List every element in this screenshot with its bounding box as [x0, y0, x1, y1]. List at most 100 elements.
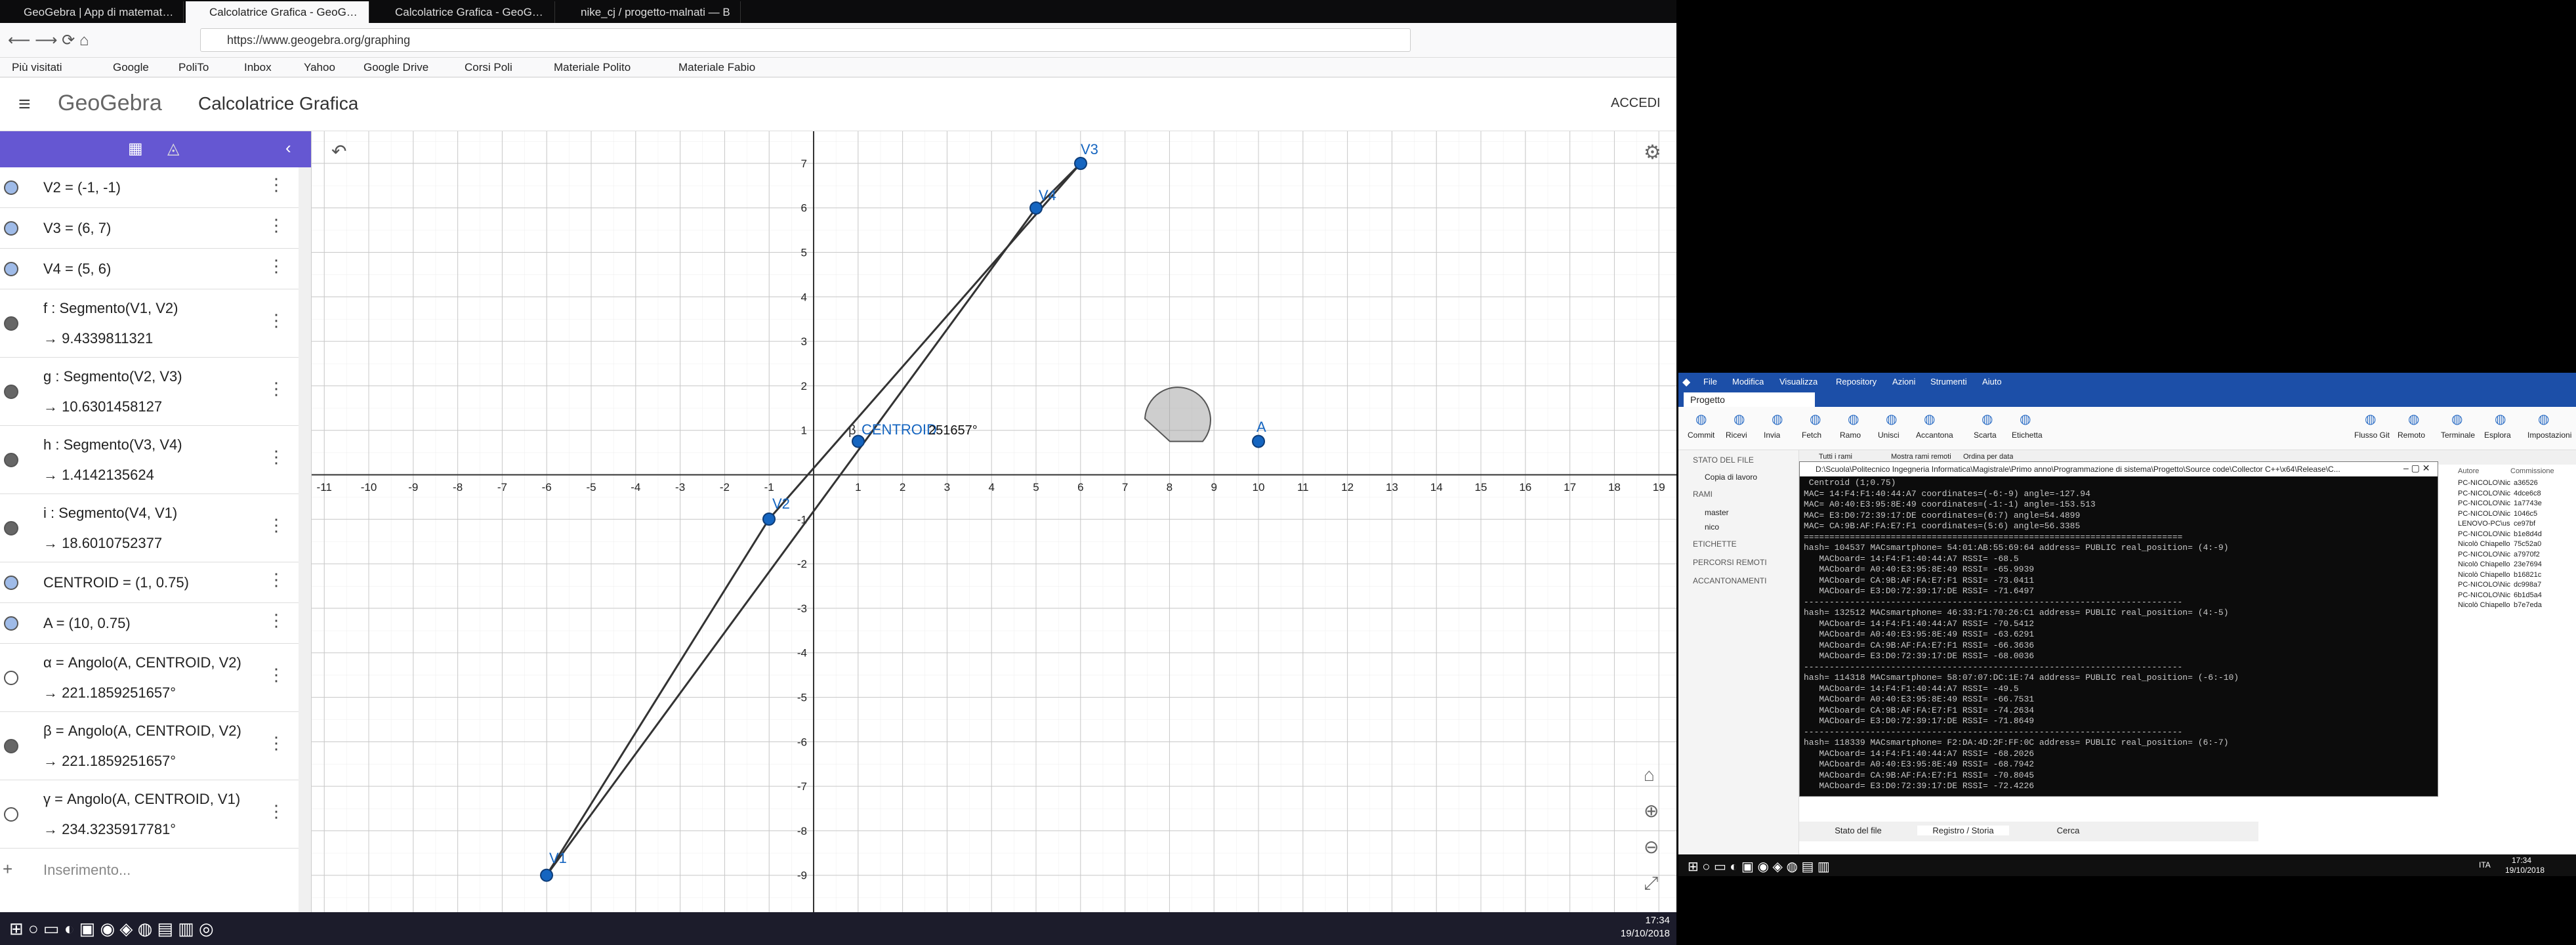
toolbar-icon[interactable]: ◍ [1982, 412, 1993, 427]
algebra-tab[interactable]: ▦ [128, 140, 143, 158]
url-field[interactable]: https://www.geogebra.org/graphing [200, 28, 1411, 52]
toolbar-icon[interactable]: ◍ [1772, 412, 1783, 427]
toolbar-icon[interactable]: ◍ [2408, 412, 2420, 427]
bookmark[interactable]: Inbox [244, 61, 272, 74]
nav-buttons[interactable]: ⟵ ⟶ ⟳ ⌂ [8, 32, 89, 49]
toolbar-button[interactable]: Terminale [2441, 430, 2476, 440]
toolbar-icon[interactable]: ◍ [1810, 412, 1821, 427]
zoom-in[interactable]: ⊕ [1644, 801, 1659, 821]
toolbar-button[interactable]: Invia [1764, 430, 1781, 440]
bullet[interactable] [4, 576, 18, 590]
point[interactable] [1252, 434, 1265, 448]
menu[interactable]: ⋮ [268, 215, 285, 235]
bullet[interactable] [4, 453, 18, 467]
toolbar-icon[interactable]: ◍ [1924, 412, 1936, 427]
sidebar-item[interactable]: ACCANTONAMENTI [1693, 576, 1767, 585]
commit[interactable]: 75c52a0 [2514, 540, 2542, 548]
bullet[interactable] [4, 316, 18, 331]
login-button[interactable]: ACCEDI [1611, 96, 1661, 110]
menu-item[interactable]: Modifica [1732, 377, 1764, 387]
sidebar-item[interactable]: PERCORSI REMOTI [1693, 558, 1767, 567]
start-button[interactable]: ⊞ ○ ▭ ◐ ▣ ◉ ◈ ◍ ▤ ▥ ◎ [9, 919, 214, 938]
commit[interactable]: a7970f2 [2514, 550, 2540, 558]
toolbar-button[interactable]: Unisci [1878, 430, 1900, 440]
bullet[interactable] [4, 616, 18, 631]
toolbar-icon[interactable]: ◍ [1734, 412, 1745, 427]
algebra-item[interactable]: V3 = (6, 7) ⋮ [0, 208, 299, 249]
bookmark[interactable]: Google Drive [364, 61, 429, 74]
filter[interactable]: Tutti i rami [1819, 453, 1852, 461]
fullscreen[interactable]: ⤢ [1644, 873, 1658, 893]
point[interactable] [540, 868, 553, 882]
toolbar-icon[interactable]: ◍ [2365, 412, 2377, 427]
algebra-item[interactable]: g : Segmento(V2, V3) → 10.6301458127 ⋮ [0, 358, 299, 426]
sidebar-item[interactable]: ETICHETTE [1693, 539, 1737, 549]
bookmark[interactable]: Corsi Poli [465, 61, 512, 74]
toolbar-button[interactable]: Accantona [1916, 430, 1953, 440]
toolbar-button[interactable]: Commit [1688, 430, 1715, 440]
menu[interactable]: ⋮ [268, 801, 285, 821]
window-controls[interactable]: – ▢ ✕ [2403, 463, 2430, 473]
algebra-item[interactable]: V4 = (5, 6) ⋮ [0, 249, 299, 289]
bullet[interactable] [4, 521, 18, 536]
toolbar-icon[interactable]: ◍ [2538, 412, 2550, 427]
menu-item[interactable]: Repository [1836, 377, 1877, 387]
browser-tab[interactable]: Calcolatrice Grafica - GeoGebr [186, 1, 369, 23]
menu-item[interactable]: Visualizza [1779, 377, 1818, 387]
menu[interactable]: ⋮ [268, 733, 285, 753]
bottom-tab[interactable]: Stato del file [1835, 826, 1882, 835]
tools-tab[interactable]: ◬ [167, 140, 180, 158]
sidebar-item[interactable]: RAMI [1693, 490, 1713, 499]
toolbar-button[interactable]: Fetch [1802, 430, 1822, 440]
bookmark[interactable]: PoliTo [178, 61, 209, 74]
algebra-item[interactable]: γ = Angolo(A, CENTROID, V1) → 234.3235917… [0, 780, 299, 849]
sidebar-item[interactable]: Copia di lavoro [1705, 472, 1758, 482]
bookmark[interactable]: Materiale Polito [554, 61, 631, 74]
menu-item[interactable]: Azioni [1892, 377, 1916, 387]
menu[interactable]: ⋮ [268, 515, 285, 535]
menu[interactable]: ⋮ [268, 570, 285, 589]
menu-item[interactable]: Strumenti [1930, 377, 1967, 387]
toolbar-button[interactable]: Remoto [2398, 430, 2426, 440]
zoom-out[interactable]: ⊖ [1644, 837, 1659, 857]
undo[interactable]: ↶ [331, 141, 346, 161]
algebra-item[interactable]: α = Angolo(A, CENTROID, V2) → 221.1859251… [0, 644, 299, 712]
sidebar-item[interactable]: STATO DEL FILE [1693, 455, 1754, 465]
toolbar-icon[interactable]: ◍ [1886, 412, 1898, 427]
scrollbar[interactable] [299, 167, 311, 912]
repo-tab[interactable]: Progetto [1684, 392, 1815, 407]
menu[interactable]: ⋮ [268, 379, 285, 398]
commit[interactable]: 23e7694 [2514, 560, 2542, 568]
filter[interactable]: Mostra rami remoti [1891, 453, 1951, 461]
commit[interactable]: ce97bf [2514, 520, 2536, 528]
bullet[interactable] [4, 739, 18, 753]
commit[interactable]: 1a7743e [2514, 499, 2542, 507]
point[interactable] [1029, 201, 1043, 215]
menu[interactable]: ⋮ [268, 610, 285, 630]
commit[interactable]: b1e8d4d [2514, 530, 2542, 538]
settings[interactable]: ⚙ [1644, 142, 1661, 163]
algebra-item[interactable]: i : Segmento(V4, V1) → 18.6010752377 ⋮ [0, 494, 299, 562]
algebra-item[interactable]: f : Segmento(V1, V2) → 9.4339811321 ⋮ [0, 289, 299, 358]
browser-tab[interactable]: nike_cj / progetto-malnati — B [557, 1, 741, 23]
filter[interactable]: Ordina per data [1963, 453, 2014, 461]
commit[interactable]: 6b1d5a4 [2514, 591, 2542, 599]
commit[interactable]: b7e7eda [2514, 601, 2542, 609]
point[interactable] [1074, 157, 1087, 170]
toolbar-icon[interactable]: ◍ [2020, 412, 2031, 427]
toolbar-button[interactable]: Ramo [1840, 430, 1861, 440]
bullet[interactable] [4, 671, 18, 685]
browser-tab[interactable]: GeoGebra | App di matematica [0, 1, 184, 23]
point[interactable] [852, 434, 865, 448]
algebra-item[interactable]: V2 = (-1, -1) ⋮ [0, 167, 299, 208]
menu-icon[interactable]: ≡ [18, 92, 31, 116]
bullet[interactable] [4, 221, 18, 236]
taskbar-icons[interactable]: ⊞ ○ ▭ ◐ ▣ ◉ ◈ ◍ ▤ ▥ [1688, 860, 1830, 874]
commit[interactable]: 1046c5 [2514, 509, 2538, 518]
bullet[interactable] [4, 180, 18, 195]
algebra-item[interactable]: CENTROID = (1, 0.75) ⋮ [0, 562, 299, 603]
bookmark[interactable]: Yahoo [304, 61, 335, 74]
algebra-item[interactable]: β = Angolo(A, CENTROID, V2) → 221.1859251… [0, 712, 299, 780]
bullet[interactable] [4, 807, 18, 822]
home-button[interactable]: ⌂ [1644, 765, 1655, 785]
